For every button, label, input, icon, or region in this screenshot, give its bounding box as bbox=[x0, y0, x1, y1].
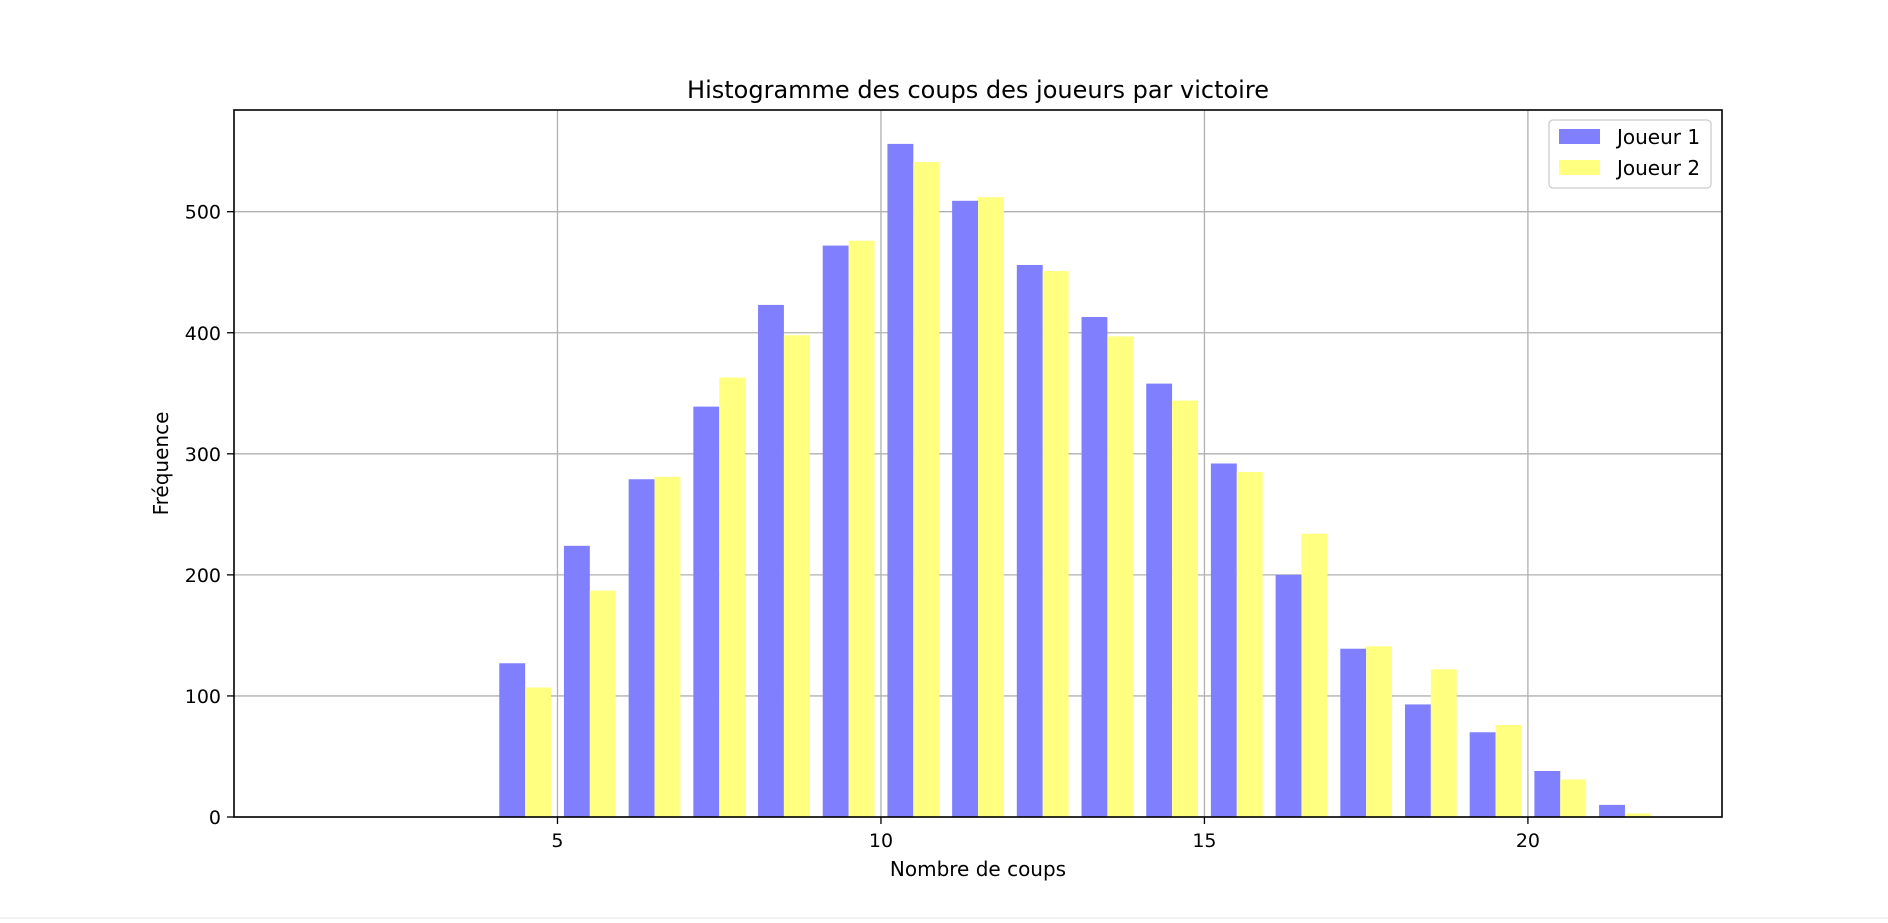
bar-joueur-1 bbox=[1146, 383, 1173, 817]
bar-joueur-2 bbox=[1107, 336, 1134, 817]
bar-joueur-2 bbox=[1301, 533, 1328, 817]
bar-joueur-1 bbox=[1210, 463, 1237, 817]
bar-joueur-1 bbox=[1404, 704, 1431, 817]
bar-joueur-2 bbox=[1624, 813, 1651, 817]
bar-joueur-1 bbox=[628, 479, 655, 817]
y-tick-label: 400 bbox=[185, 323, 221, 345]
bar-joueur-1 bbox=[822, 245, 849, 817]
bar-joueur-2 bbox=[978, 197, 1004, 818]
bar-joueur-1 bbox=[693, 406, 720, 817]
bar-joueur-1 bbox=[758, 304, 784, 817]
y-tick-label: 100 bbox=[185, 686, 221, 708]
bar-joueur-1 bbox=[1534, 770, 1561, 817]
bar-joueur-2 bbox=[1430, 669, 1457, 817]
bar-joueur-2 bbox=[848, 240, 875, 817]
bar-joueur-2 bbox=[719, 377, 746, 817]
legend: Joueur 1 Joueur 2 bbox=[1548, 119, 1712, 189]
y-axis-label: Fréquence bbox=[149, 412, 173, 516]
bar-joueur-2 bbox=[1236, 471, 1263, 817]
bar-joueur-2 bbox=[783, 335, 810, 817]
plot-frame bbox=[233, 109, 1723, 818]
bar-joueur-1 bbox=[1469, 732, 1496, 817]
bar-joueur-2 bbox=[525, 687, 552, 817]
bar-joueur-1 bbox=[887, 143, 914, 817]
y-tick-label: 200 bbox=[185, 565, 221, 587]
y-tick-label: 500 bbox=[185, 202, 221, 224]
x-axis-label: Nombre de coups bbox=[890, 857, 1066, 881]
legend-label: Joueur 2 bbox=[1615, 156, 1700, 180]
bar-joueur-1 bbox=[952, 200, 978, 817]
bar-joueur-2 bbox=[1172, 400, 1198, 817]
legend-swatch bbox=[1559, 129, 1600, 144]
bar-joueur-2 bbox=[1366, 646, 1393, 817]
bar-joueur-1 bbox=[1016, 264, 1043, 818]
bar-joueur-1 bbox=[1599, 804, 1625, 817]
x-tick-label: 5 bbox=[551, 830, 563, 852]
bar-joueur-2 bbox=[913, 162, 940, 817]
y-tick-label: 300 bbox=[185, 444, 221, 466]
bar-joueur-1 bbox=[1275, 574, 1302, 817]
bar-joueur-2 bbox=[1042, 271, 1069, 818]
legend-swatch bbox=[1559, 160, 1600, 175]
y-tick-label: 0 bbox=[209, 807, 221, 829]
bar-joueur-1 bbox=[499, 663, 526, 817]
bar-joueur-2 bbox=[654, 476, 681, 817]
bars bbox=[499, 143, 1651, 818]
bar-joueur-2 bbox=[589, 590, 616, 817]
x-tick-label: 10 bbox=[869, 830, 893, 852]
x-tick-label: 15 bbox=[1192, 830, 1216, 852]
legend-label: Joueur 1 bbox=[1615, 125, 1700, 149]
chart-title: Histogramme des coups des joueurs par vi… bbox=[687, 76, 1269, 104]
bar-joueur-1 bbox=[1081, 317, 1108, 817]
bar-joueur-2 bbox=[1560, 779, 1587, 817]
bar-joueur-1 bbox=[563, 545, 590, 817]
bar-joueur-1 bbox=[1340, 648, 1367, 817]
x-tick-label: 20 bbox=[1516, 830, 1540, 852]
bar-joueur-2 bbox=[1495, 724, 1522, 817]
